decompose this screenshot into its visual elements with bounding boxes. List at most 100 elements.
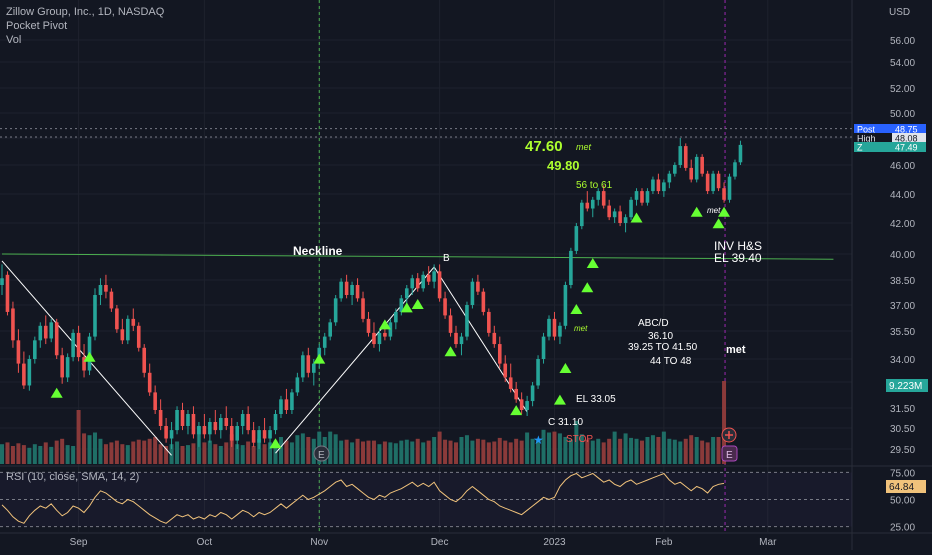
volume-bar [268,442,273,464]
pivot-marker [553,394,566,405]
badge-label-bg [854,124,892,134]
price-tick-label: 30.50 [890,424,915,435]
candle-body [470,281,475,305]
volume-bar [180,446,185,464]
volume-layer [0,380,727,464]
volume-bar [54,440,59,464]
candle-body [33,340,37,359]
volume-bar [459,437,464,464]
volume-bar [590,440,595,464]
volume-bar [607,438,612,464]
candle-body [448,315,453,333]
price-badge: Post 48.75 [854,124,926,135]
candle-body [645,191,650,203]
inv-hs-label: INV H&S [714,239,762,253]
volume-bar [98,438,103,464]
candle-body [651,179,655,192]
volume-bar [125,445,130,464]
volume-bar [492,441,497,464]
candle-body [38,325,43,341]
candle-body [104,285,108,292]
rsi-line [1,472,725,524]
volume-bar [103,444,108,464]
candle-body [290,392,294,410]
candle-body [454,332,458,345]
volume-bar [240,445,245,464]
candle-body [153,392,157,410]
candle-body [186,414,190,426]
candle-body [487,311,491,333]
volume-bar [629,437,634,464]
candle-layer [0,138,743,449]
dividend-icon[interactable] [721,427,737,443]
volume-bar [634,438,639,464]
candle-body [388,322,393,337]
volume-bar [284,440,289,464]
candle-body [492,332,497,345]
candle-body [432,271,436,282]
price-tick-label: 37.00 [890,301,915,312]
candle-body [525,401,529,410]
volume-bar [514,438,519,464]
candle-body [497,344,502,364]
price-tick-label: 38.50 [890,276,915,287]
candle-body [273,414,278,431]
volume-bar [218,446,223,464]
target-2-label: 49.80 [547,158,580,173]
badge-value-bg [892,133,926,143]
volume-bar [361,441,366,464]
candle-body [634,191,639,200]
candle-body [465,305,469,337]
volume-badge-bg [886,379,928,392]
badge-label: Post [857,125,876,135]
volume-bar [410,441,415,464]
volume-bar [306,437,311,464]
earnings-icon-right[interactable]: E [721,445,738,462]
pivot-marker [570,304,583,314]
pivot-marker [581,282,594,293]
x-tick-label: Sep [70,537,88,548]
candle-body [82,357,86,371]
candle-body [716,173,721,189]
candle-body [43,325,48,339]
candle-body [437,271,442,299]
abcd-line-3: 44 TO 48 [650,356,692,367]
rsi-badge: 64.84 [886,480,926,493]
pivot-marker [400,302,413,313]
price-tick-label: 34.00 [890,355,915,366]
candle-body [514,388,518,400]
volume-bar [257,438,262,464]
volume-bar [388,442,393,464]
rsi-tick-label: 50.00 [890,496,915,507]
volume-bar [114,440,119,464]
volume-bar [443,439,448,464]
volume-bar [722,380,727,464]
volume-bar [612,431,617,464]
price-tick-label: 56.00 [890,36,915,47]
price-tick-label: 42.00 [890,219,915,230]
volume-bar [656,437,661,464]
volume-bar [377,444,382,464]
candle-body [235,426,240,441]
candle-body [5,274,10,312]
earnings-icon[interactable]: E [313,445,330,462]
pivot-marker [559,363,572,373]
volume-badge: 9.223M [886,379,928,392]
volume-bar [207,440,212,464]
candle-body [301,355,305,378]
volume-bar [552,431,557,464]
volume-bar [175,441,180,464]
volume-bar [27,447,32,464]
rsi-title: RSI (10, close, SMA, 14, 2) [6,471,140,483]
candle-body [399,298,404,312]
candle-body [519,399,524,410]
candle-body [202,426,207,435]
candle-body [71,332,75,358]
badge-label-bg [854,133,892,143]
candle-body [410,278,415,289]
candle-body [229,426,234,441]
